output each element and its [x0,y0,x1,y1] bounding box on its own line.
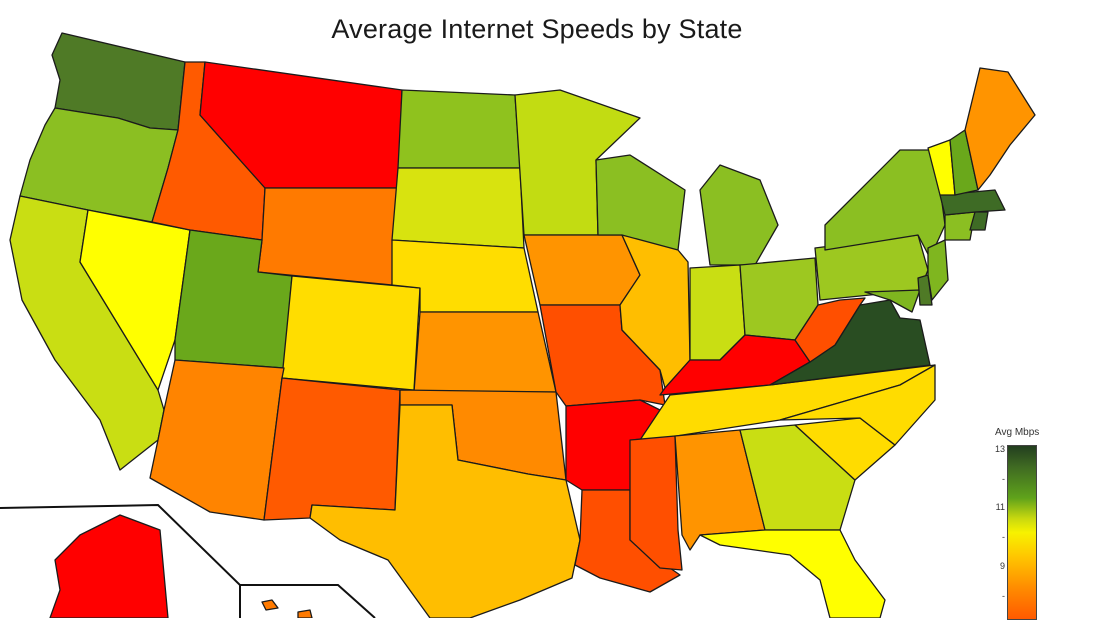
state-delaware[interactable] [917,274,933,306]
state-wyoming[interactable] [257,187,399,286]
state-florida[interactable] [699,529,886,618]
state-kansas[interactable] [413,311,557,393]
state-north-dakota[interactable] [397,89,521,169]
legend-tick-label: 13 [994,444,1005,454]
legend-tick-label: - [1002,591,1005,601]
state-georgia[interactable] [739,424,856,531]
state-south-dakota[interactable] [391,167,525,249]
state-michigan[interactable] [699,164,779,266]
legend-tick-label: - [1002,474,1005,484]
state-maryland[interactable] [864,289,921,313]
state-new-york[interactable] [824,149,946,259]
state-iowa[interactable] [523,234,641,306]
legend-title: Avg Mbps [995,427,1040,438]
legend-tick-label: - [1002,532,1005,542]
state-hawaii[interactable] [261,599,279,611]
state-alaska[interactable] [49,514,169,618]
state-north-carolina[interactable] [779,364,936,446]
state-colorado[interactable] [281,275,421,391]
state-new-jersey[interactable] [927,239,949,301]
color-legend: Avg Mbps 13 - 11 - 9 - [985,425,1057,620]
state-west-virginia[interactable] [794,297,866,363]
legend-gradient-bar [1007,445,1037,620]
hawaii-inset-border [240,584,376,618]
state-hawaii-2[interactable] [297,609,313,618]
map-title: Average Internet Speeds by State [331,14,743,44]
alaska-inset-border [0,503,241,618]
state-texas[interactable] [309,404,581,618]
state-massachusetts[interactable] [939,189,1006,216]
state-new-mexico[interactable] [263,377,401,521]
state-arizona[interactable] [149,359,285,521]
state-illinois[interactable] [619,234,691,389]
legend-tick-label: 9 [999,561,1005,571]
state-maine[interactable] [964,67,1036,191]
legend-tick-label: 11 [995,502,1005,512]
